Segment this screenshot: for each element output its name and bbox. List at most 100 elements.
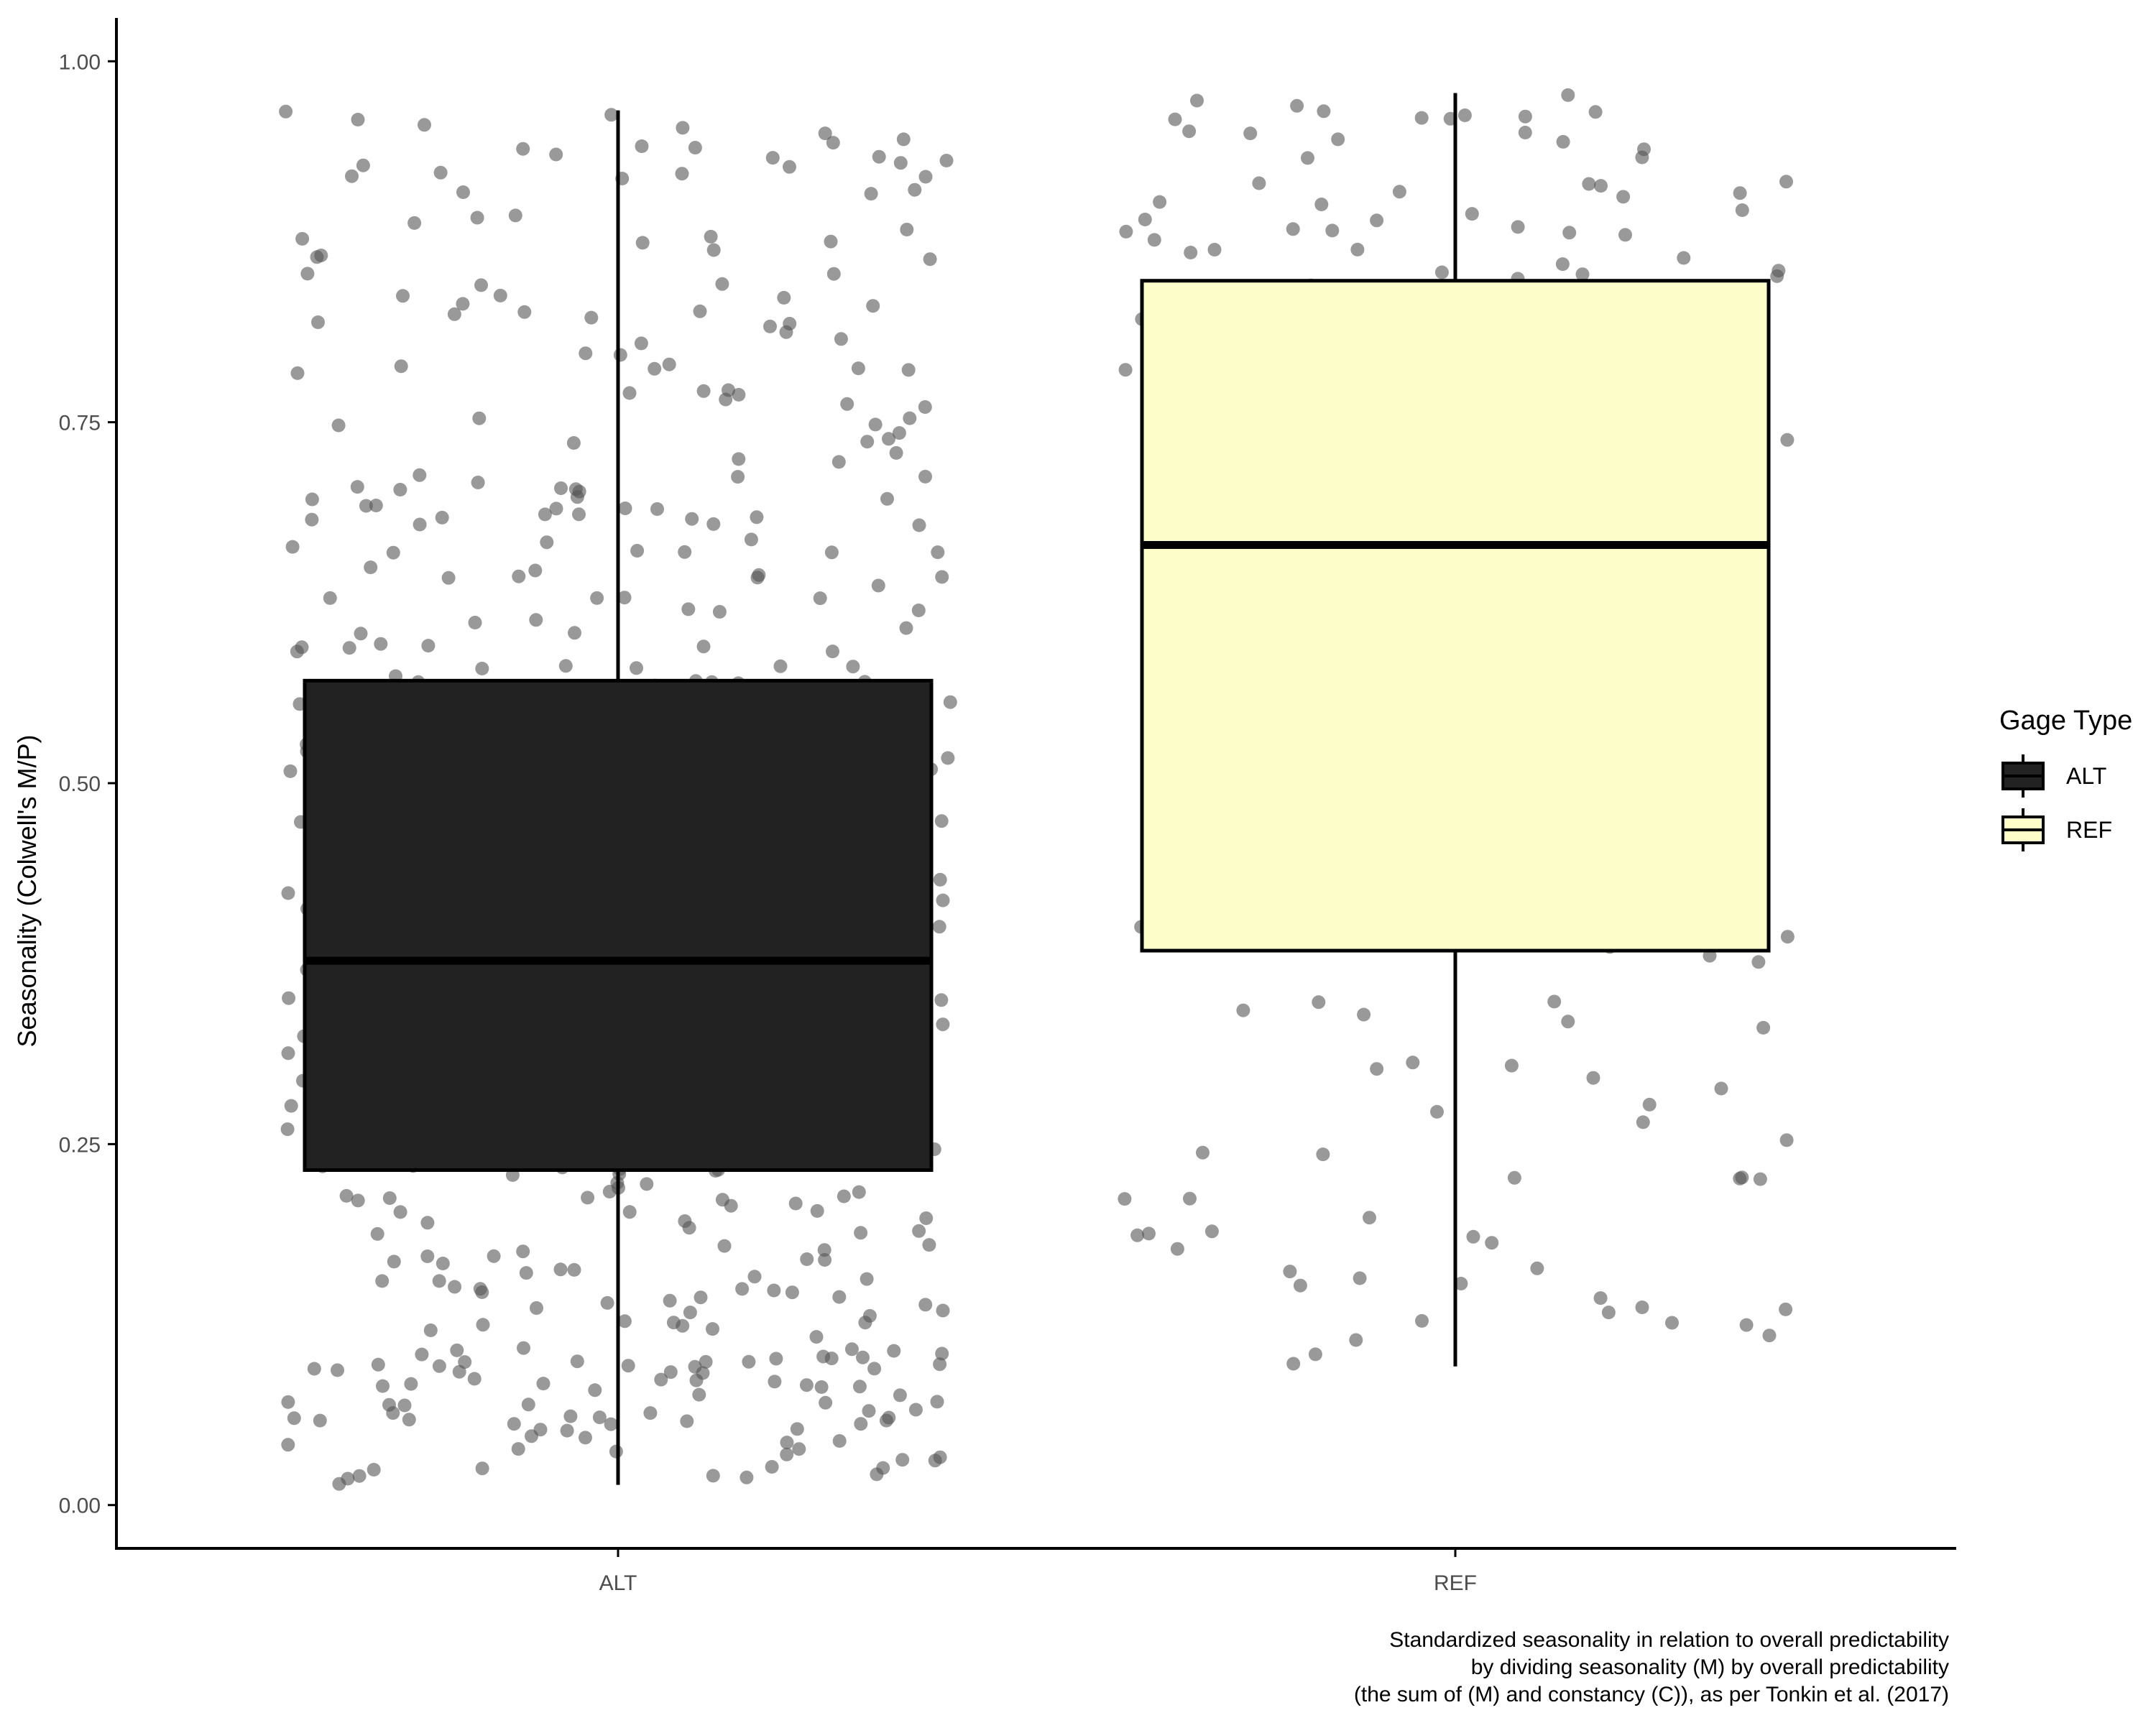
data-point [386, 545, 400, 560]
data-point [423, 1323, 438, 1337]
data-point [1430, 1104, 1444, 1119]
data-point [767, 1283, 781, 1298]
data-point [394, 359, 408, 374]
y-tick-label: 1.00 [59, 50, 101, 74]
data-point [740, 1470, 754, 1484]
data-point [1485, 1236, 1499, 1250]
data-point [1317, 104, 1331, 119]
data-point [609, 1444, 623, 1459]
data-point [397, 1398, 412, 1413]
data-point [899, 621, 913, 635]
x-ticks-layer: ALT REF [599, 1548, 1477, 1595]
data-point [678, 1214, 692, 1228]
data-point [415, 1347, 429, 1362]
data-point [831, 455, 846, 469]
data-point [1252, 176, 1266, 190]
data-point [870, 1467, 884, 1482]
data-point [731, 470, 745, 484]
data-point [696, 384, 711, 398]
data-point [407, 216, 422, 230]
data-point [447, 307, 461, 321]
data-point [374, 637, 388, 651]
data-point [1415, 1313, 1429, 1328]
data-point [1153, 195, 1167, 209]
data-point [421, 639, 436, 653]
data-point [592, 1410, 607, 1425]
data-point [474, 278, 488, 292]
data-point [732, 452, 746, 466]
data-point [281, 1395, 295, 1409]
data-point [1363, 1211, 1376, 1225]
data-point [529, 613, 543, 627]
data-point [892, 426, 906, 440]
data-point [1457, 108, 1472, 122]
data-point [375, 1274, 390, 1288]
data-point [630, 544, 645, 558]
data-point [517, 305, 532, 319]
data-point [699, 1354, 713, 1369]
data-point [1733, 186, 1747, 200]
data-point [472, 411, 487, 425]
data-point [432, 1359, 446, 1373]
data-point [1466, 1229, 1480, 1244]
data-point [436, 1257, 450, 1270]
data-point [706, 1322, 719, 1336]
data-point [305, 512, 319, 527]
data-point [1518, 126, 1532, 139]
data-point [750, 510, 764, 525]
data-point [1314, 198, 1329, 211]
data-point [630, 661, 643, 675]
data-point [1636, 1115, 1650, 1129]
data-point [851, 361, 865, 376]
data-point [693, 304, 707, 318]
y-ticks-layer: 0.00 0.25 0.50 0.75 1.00 [59, 50, 116, 1518]
data-point [475, 1461, 489, 1476]
data-point [871, 578, 885, 593]
data-point [563, 1409, 578, 1423]
data-point [935, 1346, 949, 1361]
data-point [643, 1406, 658, 1420]
data-point [420, 1249, 435, 1263]
data-point [356, 158, 370, 172]
data-point [1547, 994, 1562, 1009]
data-point [1780, 433, 1795, 447]
data-point [918, 1298, 933, 1312]
data-point [1735, 203, 1749, 217]
data-point [933, 872, 947, 887]
data-point [1561, 1015, 1575, 1029]
data-point [604, 108, 619, 122]
data-point [1301, 151, 1314, 165]
data-point [765, 1460, 779, 1474]
data-point [1637, 142, 1651, 157]
data-point [939, 154, 954, 167]
data-point [476, 1318, 490, 1332]
data-point [683, 1306, 697, 1320]
data-point [717, 1239, 732, 1253]
data-point [310, 250, 324, 264]
data-point [893, 1388, 907, 1403]
data-point [393, 483, 407, 496]
data-point [516, 1244, 530, 1259]
data-point [933, 1357, 947, 1372]
data-point [1518, 109, 1532, 124]
data-point [418, 118, 431, 132]
data-point [359, 499, 373, 513]
data-point [918, 469, 932, 484]
data-point [307, 1362, 321, 1376]
data-point [930, 1395, 944, 1409]
data-point [908, 1403, 923, 1417]
data-point [1184, 246, 1198, 259]
data-point [1714, 1081, 1728, 1096]
data-point [432, 1274, 446, 1288]
data-point [1293, 1278, 1307, 1293]
data-point [1286, 222, 1300, 236]
data-point [688, 141, 702, 154]
data-point [1465, 207, 1479, 221]
data-point [413, 468, 427, 482]
data-point [889, 445, 903, 460]
box-ref [1140, 279, 1771, 953]
x-tick-label-ref: REF [1434, 1571, 1477, 1595]
data-point [903, 411, 917, 425]
data-point [763, 319, 777, 333]
data-point [1511, 220, 1525, 234]
